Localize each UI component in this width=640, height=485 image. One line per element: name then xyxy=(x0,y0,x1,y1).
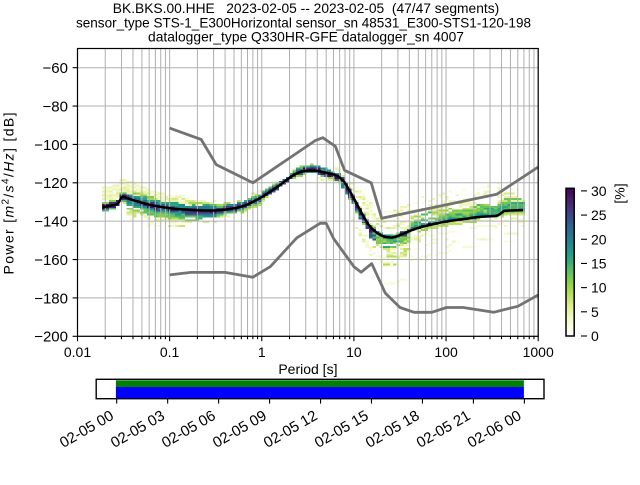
svg-text:1000: 1000 xyxy=(523,344,554,360)
svg-text:datalogger_type Q330HR-GFE dat: datalogger_type Q330HR-GFE datalogger_sn… xyxy=(148,29,464,45)
svg-text:−180: −180 xyxy=(34,290,68,307)
svg-text:0: 0 xyxy=(591,328,599,344)
svg-text:0.01: 0.01 xyxy=(64,344,91,360)
svg-text:10: 10 xyxy=(591,280,607,296)
svg-text:10: 10 xyxy=(346,344,362,360)
svg-text:−140: −140 xyxy=(34,214,68,231)
svg-text:BK.BKS.00.HHE 2023-02-05 --: BK.BKS.00.HHE 2023-02-05 -- 2023-02-05 (… xyxy=(113,0,499,16)
svg-text:30: 30 xyxy=(591,183,607,199)
svg-text:−120: −120 xyxy=(34,175,68,192)
svg-text:−60: −60 xyxy=(43,60,68,77)
svg-text:0.1: 0.1 xyxy=(160,344,180,360)
svg-text:[%]: [%] xyxy=(611,183,627,203)
svg-text:Period [s]: Period [s] xyxy=(278,361,337,377)
svg-text:5: 5 xyxy=(591,304,599,320)
svg-text:25: 25 xyxy=(591,207,607,223)
svg-text:−200: −200 xyxy=(34,329,68,346)
svg-text:20: 20 xyxy=(591,231,607,247)
svg-text:−80: −80 xyxy=(43,99,68,116)
svg-text:−100: −100 xyxy=(34,137,68,154)
svg-text:1: 1 xyxy=(258,344,266,360)
svg-text:100: 100 xyxy=(434,344,458,360)
svg-text:15: 15 xyxy=(591,255,607,271)
svg-text:−160: −160 xyxy=(34,252,68,269)
svg-text:sensor_type STS-1_E300Horizont: sensor_type STS-1_E300Horizontal sensor_… xyxy=(76,15,531,31)
